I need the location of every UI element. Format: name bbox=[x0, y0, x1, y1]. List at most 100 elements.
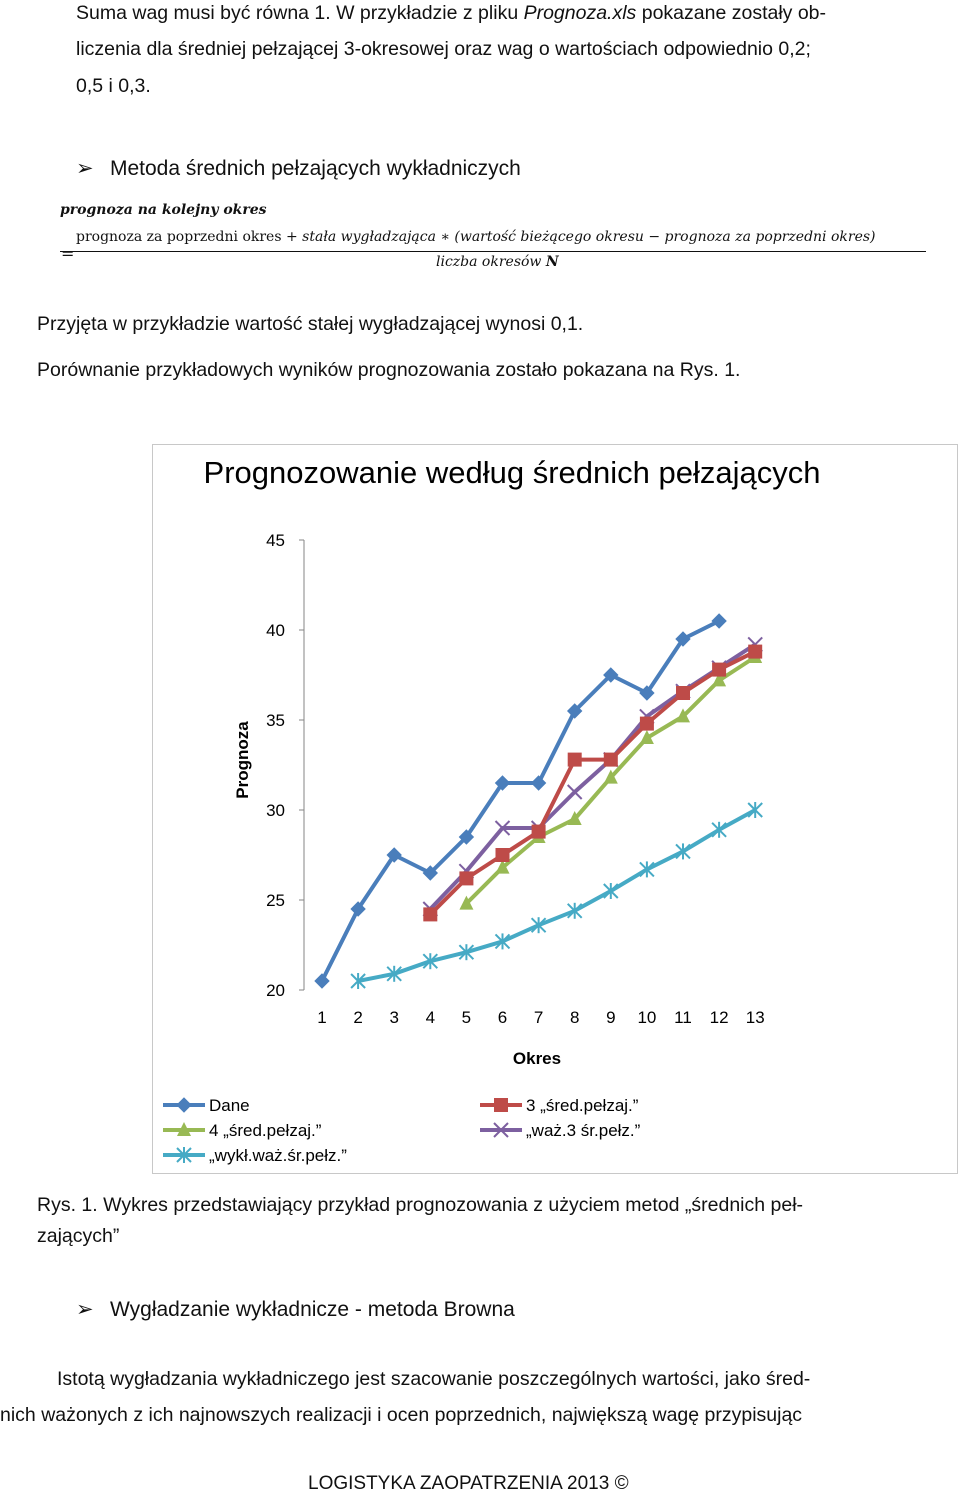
arrow-bullet-icon: ➢ bbox=[76, 157, 94, 180]
x-axis-label: Okres bbox=[513, 1049, 561, 1068]
x-tick-label: 7 bbox=[534, 1008, 543, 1027]
legend-label: 3 „śred.pełzaj.” bbox=[526, 1096, 639, 1115]
paragraph-comparison: Porównanie przykładowych wyników prognoz… bbox=[37, 359, 741, 381]
legend-item: 4 „śred.pełzaj.” bbox=[163, 1121, 322, 1140]
figure-caption: Rys. 1. Wykres przedstawiający przykład … bbox=[37, 1190, 803, 1252]
data-point bbox=[639, 716, 654, 731]
series-line bbox=[428, 649, 757, 916]
formula-equals: = bbox=[61, 244, 75, 263]
data-point bbox=[495, 859, 510, 874]
data-point bbox=[711, 821, 727, 838]
chart-title: Prognozowanie według średnich pełzającyc… bbox=[204, 455, 821, 490]
data-point bbox=[493, 1122, 509, 1138]
figure-caption-line-1: Rys. 1. Wykres przedstawiający przykład … bbox=[37, 1194, 804, 1216]
chart-frame bbox=[152, 444, 958, 1174]
series-line bbox=[320, 619, 720, 982]
arrow-bullet-icon: ➢ bbox=[76, 1298, 94, 1321]
series-1 bbox=[423, 644, 763, 922]
x-tick-label: 2 bbox=[353, 1008, 362, 1027]
data-point bbox=[675, 843, 691, 860]
section-heading-text: Wygładzanie wykładnicze - metoda Browna bbox=[110, 1298, 515, 1321]
formula-denominator-n: N bbox=[545, 254, 559, 270]
paragraph-exponential-line-1: Istotą wygładzania wykładniczego jest sz… bbox=[57, 1368, 811, 1390]
data-point bbox=[531, 824, 546, 839]
legend-label: Dane bbox=[209, 1096, 250, 1115]
data-point bbox=[386, 847, 402, 863]
paragraph-text: Suma wag musi być równa 1. W przykładzie… bbox=[76, 2, 524, 24]
data-point bbox=[495, 848, 510, 862]
x-tick-label: 1 bbox=[317, 1008, 326, 1027]
data-point bbox=[639, 730, 654, 744]
paragraph-line-2: liczenia dla średniej pełzającej 3-okres… bbox=[76, 38, 811, 60]
x-tick-label: 10 bbox=[637, 1008, 656, 1027]
y-tick-label: 25 bbox=[266, 891, 285, 910]
data-point bbox=[603, 883, 619, 899]
paragraph-text: pokazane zostały ob- bbox=[636, 2, 827, 24]
formula-denominator-text: liczba okresów bbox=[436, 254, 546, 270]
data-point bbox=[459, 871, 474, 886]
data-point bbox=[603, 667, 619, 683]
data-point bbox=[676, 708, 690, 723]
formula-denominator: liczba okresów N bbox=[436, 254, 559, 270]
chart-series bbox=[314, 613, 763, 989]
figure-caption-line-2: zających” bbox=[37, 1225, 120, 1247]
chart-legend: Dane 3 „śred.pełzaj.” 4 „śred.pełzaj.” „waż… bbox=[163, 1096, 641, 1165]
data-point bbox=[748, 644, 763, 659]
data-point bbox=[639, 685, 655, 701]
paragraph-line-3: 0,5 i 0,3. bbox=[76, 75, 151, 97]
section-heading-moving-average: ➢ Metoda średnich pełzających wykładniczy… bbox=[76, 156, 521, 181]
data-point bbox=[639, 861, 655, 878]
legend-label: „waż.3 śr.pełz.” bbox=[526, 1121, 641, 1140]
formula-numerator-first-term: prognoza za poprzedni okres bbox=[76, 229, 282, 245]
legend-label: 4 „śred.pełzaj.” bbox=[209, 1121, 322, 1140]
x-tick-label: 8 bbox=[570, 1008, 579, 1027]
section-heading-brown: ➢ Wygładzanie wykładnicze - metoda Browna bbox=[76, 1297, 515, 1322]
series-0 bbox=[314, 613, 727, 989]
data-point bbox=[566, 784, 583, 800]
data-point bbox=[530, 775, 547, 791]
y-tick-label: 35 bbox=[266, 711, 285, 730]
formula-numerator-rest: + stała wygładzająca ∗ (wartość bieżąceg… bbox=[285, 229, 876, 245]
formula-lhs: prognoza na kolejny okres bbox=[60, 202, 267, 218]
data-point bbox=[494, 775, 511, 791]
data-point bbox=[350, 901, 366, 917]
data-point bbox=[459, 895, 474, 910]
data-point bbox=[176, 1097, 192, 1113]
y-tick-label: 45 bbox=[266, 531, 285, 550]
data-point bbox=[423, 907, 438, 922]
x-tick-label: 13 bbox=[746, 1008, 765, 1027]
data-point bbox=[458, 944, 475, 961]
data-point bbox=[603, 769, 618, 784]
data-point bbox=[530, 917, 547, 934]
paragraph-exponential-line-2: nich ważonych z ich najnowszych realizac… bbox=[0, 1404, 803, 1426]
legend-item: „waż.3 śr.pełz.” bbox=[480, 1121, 641, 1140]
data-point bbox=[177, 1122, 191, 1136]
data-point-stroke bbox=[493, 1122, 509, 1138]
data-point bbox=[712, 662, 727, 677]
data-point-stroke bbox=[494, 820, 511, 836]
data-point bbox=[567, 752, 582, 767]
x-tick-label: 9 bbox=[606, 1008, 615, 1027]
fraction-bar bbox=[60, 251, 926, 252]
series-line bbox=[357, 808, 757, 983]
y-tick-label: 40 bbox=[266, 621, 285, 640]
y-tick-label: 30 bbox=[266, 801, 285, 820]
page-footer: LOGISTYKA ZAOPATRZENIA 2013 © bbox=[308, 1473, 629, 1494]
x-tick-label: 3 bbox=[389, 1008, 398, 1027]
data-point bbox=[176, 1147, 192, 1163]
section-heading-text: Metoda średnich pełzających wykładniczyc… bbox=[110, 157, 521, 180]
data-point bbox=[314, 973, 330, 989]
y-axis-label: Prognoza bbox=[233, 721, 252, 799]
data-point bbox=[675, 631, 691, 647]
data-point bbox=[386, 965, 402, 982]
data-point bbox=[422, 865, 439, 881]
series-4 bbox=[350, 802, 763, 989]
data-point bbox=[494, 1098, 508, 1112]
x-tick-label: 6 bbox=[498, 1008, 507, 1027]
data-point bbox=[676, 686, 690, 700]
data-point bbox=[566, 902, 583, 919]
paragraph-line-1: Suma wag musi być równa 1. W przykładzie… bbox=[76, 0, 826, 31]
paragraph-smoothing-constant: Przyjęta w przykładzie wartość stałej wy… bbox=[37, 313, 584, 335]
